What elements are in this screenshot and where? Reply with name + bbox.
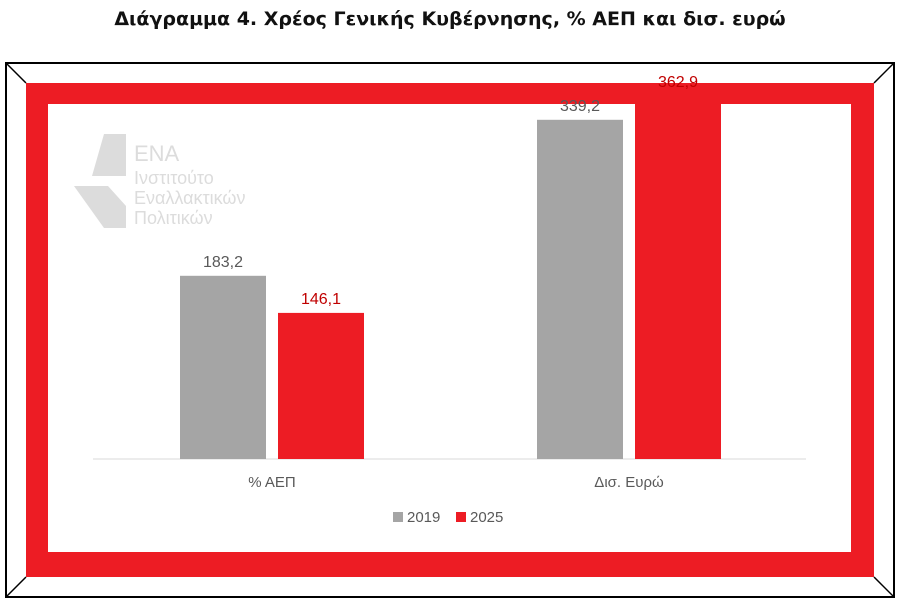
bar-2019-1: [180, 275, 266, 459]
frame-corner-tl: [5, 62, 27, 84]
legend: 2019 2025: [393, 509, 503, 526]
value-labels-group: 183,2 146,1 339,2 362,9: [203, 74, 698, 308]
ena-logo: ΕΝΑ Ινστιτούτο Εναλλακτικών Πολιτικών: [74, 134, 246, 228]
logo-mark-bottom: [74, 186, 126, 228]
bar-2019-2: [537, 119, 623, 460]
data-label-2019-1: 183,2: [203, 254, 243, 271]
logo-line-2: Ινστιτούτο: [134, 168, 214, 188]
frame-corner-tr: [873, 62, 895, 84]
legend-swatch-2019: [393, 512, 403, 522]
data-label-2025-2: 362,9: [658, 74, 698, 91]
bar-2025-2: [635, 96, 721, 459]
logo-mark-top: [92, 134, 126, 176]
category-label-2: Δισ. Ευρώ: [594, 474, 664, 491]
logo-line-4: Πολιτικών: [134, 208, 213, 228]
data-label-2019-2: 339,2: [560, 98, 600, 115]
logo-line-3: Εναλλακτικών: [134, 188, 246, 208]
frame-corner-br: [873, 576, 895, 598]
bars-group: [180, 96, 721, 460]
legend-swatch-2025: [456, 512, 466, 522]
legend-label-2019: 2019: [407, 509, 440, 526]
chart-title: Διάγραμμα 4. Χρέος Γενικής Κυβέρνησης, %…: [114, 8, 786, 30]
logo-line-1: ΕΝΑ: [134, 141, 180, 166]
frame-corner-bl: [5, 576, 27, 598]
data-label-2025-1: 146,1: [301, 291, 341, 308]
bar-2025-1: [278, 312, 364, 459]
category-label-1: % ΑΕΠ: [248, 474, 296, 491]
category-labels-group: % ΑΕΠ Δισ. Ευρώ: [248, 474, 664, 491]
legend-label-2025: 2025: [470, 509, 503, 526]
